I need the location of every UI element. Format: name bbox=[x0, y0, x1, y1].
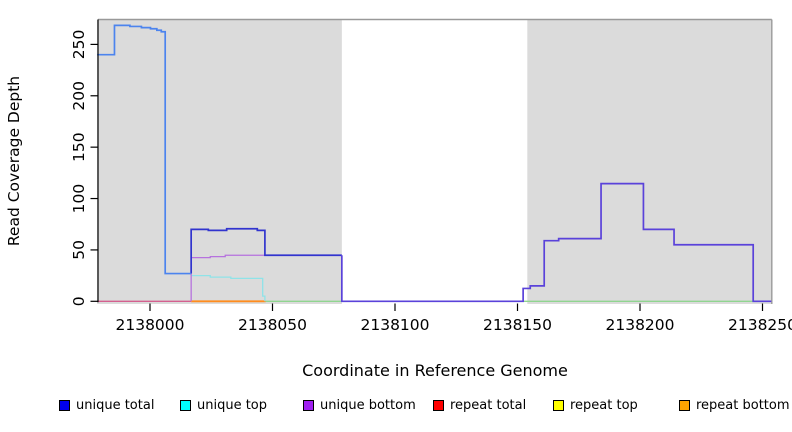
y-tick-label: 200 bbox=[70, 81, 88, 111]
series-line-unique-total-left bbox=[97, 24, 192, 275]
legend-label: unique top bbox=[197, 398, 268, 413]
y-axis-title: Read Coverage Depth bbox=[5, 75, 23, 247]
legend-label: unique bottom bbox=[320, 398, 416, 413]
legend-swatch-icon bbox=[553, 400, 564, 411]
x-tick-label: 2138150 bbox=[483, 316, 552, 334]
x-axis-title: Coordinate in Reference Genome bbox=[302, 361, 568, 380]
y-tick-label: 0 bbox=[70, 296, 88, 306]
coverage-region-shading bbox=[97, 19, 342, 304]
legend: unique total unique top unique bottom repea… bbox=[0, 396, 792, 418]
legend-label: unique total bbox=[76, 398, 155, 413]
x-tick-label: 2138100 bbox=[360, 316, 429, 334]
series-line-unique-total-mid bbox=[190, 227, 342, 274]
y-tick-label: 150 bbox=[70, 132, 88, 162]
legend-swatch-icon bbox=[59, 400, 70, 411]
y-tick-label: 250 bbox=[70, 30, 88, 60]
series-line-unique-total-right bbox=[340, 182, 772, 303]
coverage-region-shading bbox=[527, 19, 772, 304]
legend-label: repeat total bbox=[450, 398, 527, 413]
x-tick-label: 2138050 bbox=[238, 316, 307, 334]
y-tick-label: 100 bbox=[70, 184, 88, 214]
x-tick-label: 2138000 bbox=[115, 316, 184, 334]
x-tick-label: 2138250 bbox=[728, 316, 792, 334]
legend-swatch-icon bbox=[433, 400, 444, 411]
legend-swatch-icon bbox=[303, 400, 314, 411]
y-tick-label: 50 bbox=[70, 240, 88, 260]
x-tick-label: 2138200 bbox=[605, 316, 674, 334]
coverage-plot-canvas: 0 50 100 150 200 250 2138000 2138050 2138100 2138… bbox=[70, 18, 792, 334]
legend-swatch-icon bbox=[679, 400, 690, 411]
legend-label: repeat bottom bbox=[696, 398, 790, 413]
series-line-unique-top bbox=[191, 274, 266, 302]
legend-swatch-icon bbox=[180, 400, 191, 411]
legend-label: repeat top bbox=[570, 398, 638, 413]
